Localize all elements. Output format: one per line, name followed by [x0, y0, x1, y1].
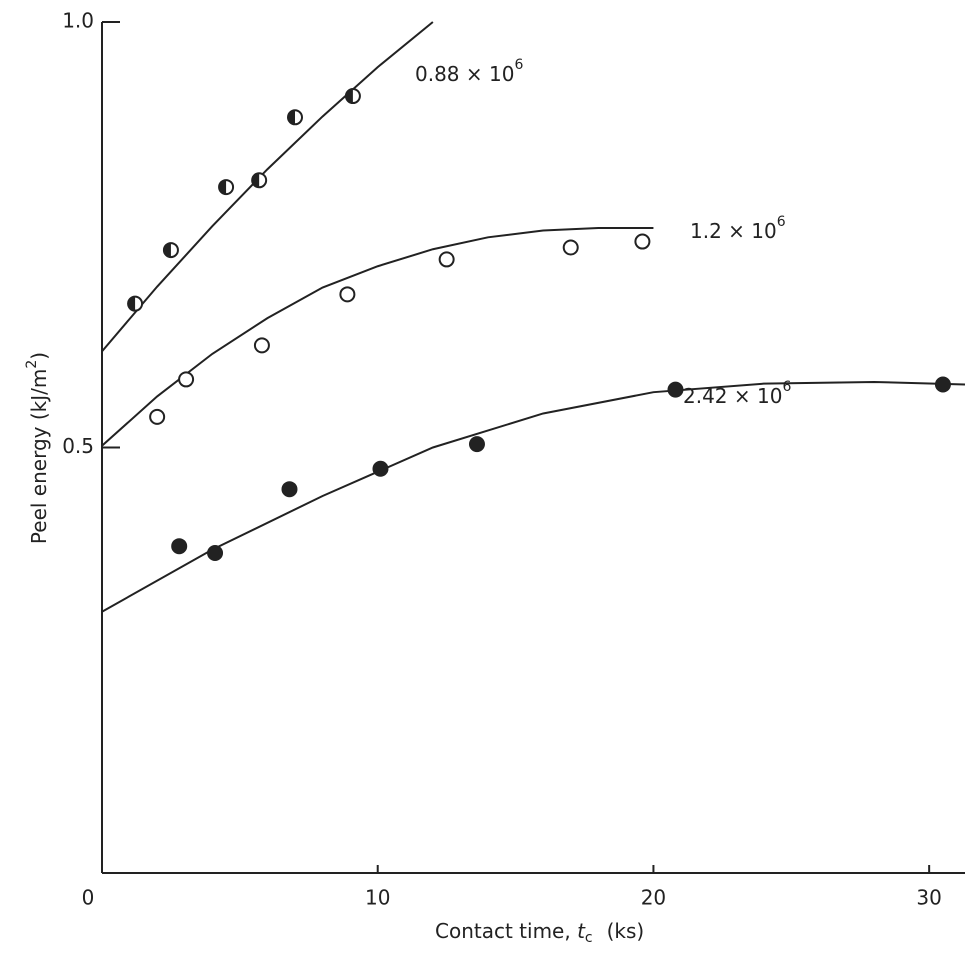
marker [470, 437, 484, 451]
data-point [255, 338, 269, 352]
marker [208, 546, 222, 560]
data-point [470, 437, 484, 451]
series-name: 1.2 × 10 [690, 219, 777, 243]
marker [340, 287, 354, 301]
fit-curve [102, 22, 433, 351]
series-label: 1.2 × 106 [690, 214, 786, 243]
fit-curve [102, 382, 965, 612]
series-name: 0.88 × 10 [415, 62, 514, 86]
marker [172, 539, 186, 553]
marker [373, 462, 387, 476]
marker [635, 235, 649, 249]
data-point [164, 243, 178, 257]
data-point [564, 241, 578, 255]
y-tick-label: 1.0 [62, 9, 94, 33]
data-point [936, 378, 950, 392]
data-point [172, 539, 186, 553]
data-point [282, 482, 296, 496]
data-point [373, 462, 387, 476]
data-point [346, 89, 360, 103]
marker [179, 372, 193, 386]
data-point [288, 110, 302, 124]
marker [150, 410, 164, 424]
y-tick-label: 0.5 [62, 434, 94, 458]
data-point [668, 383, 682, 397]
marker [255, 338, 269, 352]
y-axis-label: Peel energy (kJ/m2) [24, 352, 51, 544]
series-power: 6 [782, 379, 791, 395]
marker [440, 252, 454, 266]
data-point [150, 410, 164, 424]
series-label: 2.42 × 106 [683, 379, 791, 408]
marker [936, 378, 950, 392]
series-power: 6 [777, 214, 786, 230]
series-power: 6 [514, 57, 523, 73]
series-label: 0.88 × 106 [415, 57, 523, 86]
marker [668, 383, 682, 397]
marker [564, 241, 578, 255]
data-point [252, 173, 266, 187]
x-tick-label: 30 [916, 886, 941, 910]
x-tick-label: 20 [641, 886, 666, 910]
data-point [340, 287, 354, 301]
x-tick-label: 10 [365, 886, 390, 910]
x-tick-label: 0 [82, 886, 95, 910]
data-point [219, 180, 233, 194]
data-point [128, 297, 142, 311]
x-axis-label: Contact time, tc(ks) [435, 919, 644, 947]
series-name: 2.42 × 10 [683, 384, 782, 408]
data-point [440, 252, 454, 266]
marker [282, 482, 296, 496]
fit-curve [102, 228, 653, 446]
data-point [179, 372, 193, 386]
data-point [208, 546, 222, 560]
chart: Contact time, tc(ks) Peel energy (kJ/m2)… [0, 0, 972, 954]
data-point [635, 235, 649, 249]
